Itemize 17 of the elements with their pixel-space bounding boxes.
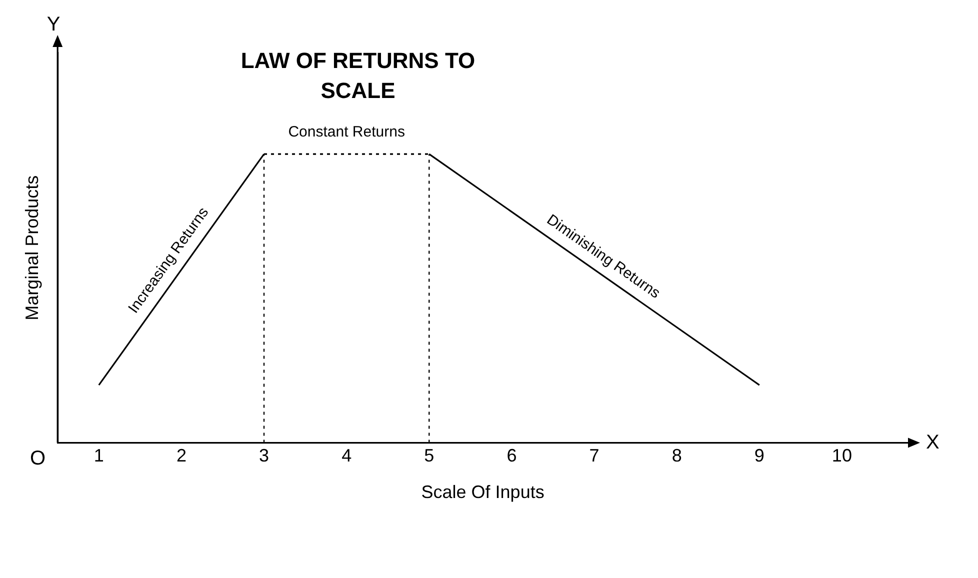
x-tick-label: 6	[506, 446, 517, 466]
x-tick-label: 4	[342, 446, 352, 466]
y-axis-title: Marginal Products	[22, 175, 42, 320]
chart-title: LAW OF RETURNS TO SCALE	[240, 47, 476, 105]
annotation: Constant Returns	[288, 124, 405, 141]
x-tick-label: 7	[589, 446, 600, 466]
x-tick-label: 10	[832, 446, 852, 466]
x-tick-label: 3	[259, 446, 270, 466]
x-axis-title: Scale Of Inputs	[421, 482, 544, 502]
x-tick-label: 9	[754, 446, 764, 466]
text: Y	[46, 14, 60, 36]
x-tick-label: 5	[424, 446, 434, 466]
x-tick-label: 1	[94, 446, 104, 466]
text: O	[30, 447, 46, 470]
x-tick-label: 2	[176, 446, 186, 466]
x-tick-label: 8	[672, 446, 682, 466]
text: X	[926, 431, 940, 454]
